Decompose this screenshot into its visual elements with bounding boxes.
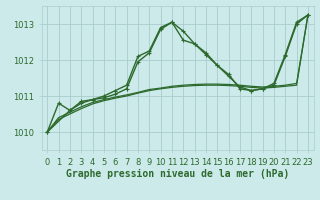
X-axis label: Graphe pression niveau de la mer (hPa): Graphe pression niveau de la mer (hPa) [66,169,289,179]
